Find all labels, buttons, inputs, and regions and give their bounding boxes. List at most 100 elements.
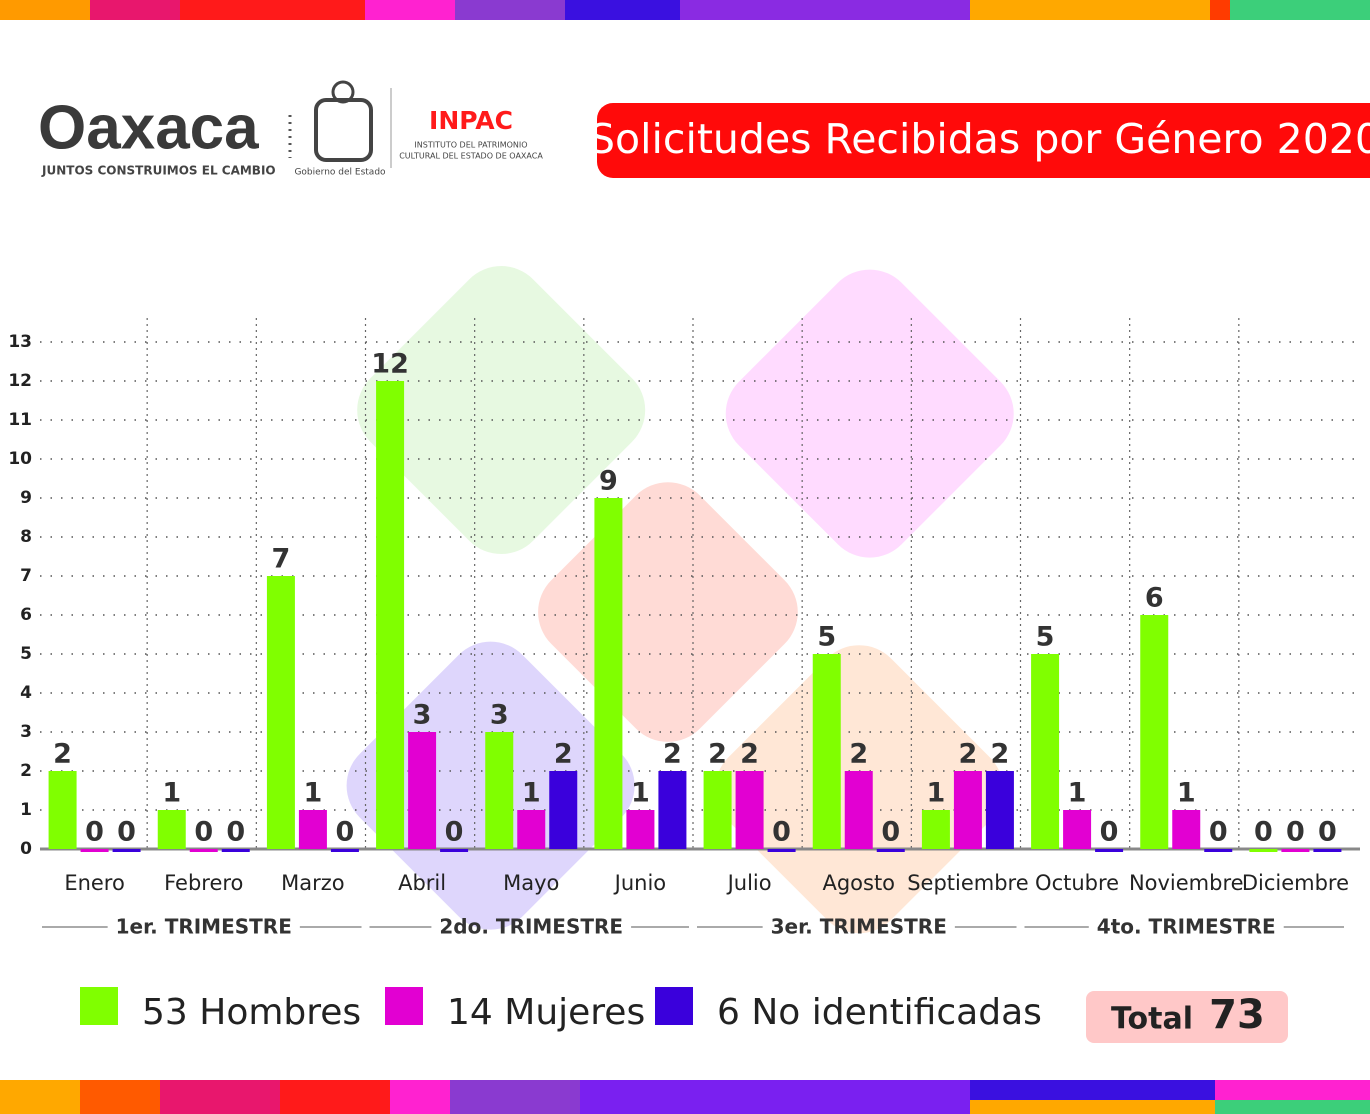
data-label: 2 [849, 739, 868, 770]
data-label: 1 [522, 778, 541, 809]
bar [1031, 654, 1060, 849]
y-tick-label: 6 [20, 605, 32, 625]
data-label: 0 [194, 817, 213, 848]
data-label: 2 [959, 739, 978, 770]
data-label: 0 [85, 817, 104, 848]
data-label: 7 [272, 544, 291, 575]
bar [1172, 810, 1201, 849]
data-label: 0 [1100, 817, 1119, 848]
bar [266, 576, 295, 849]
y-tick-label: 2 [20, 761, 32, 781]
bar [408, 732, 437, 849]
bar [112, 849, 141, 852]
bar [1204, 849, 1233, 852]
data-label: 0 [226, 817, 245, 848]
total-label: Total [1111, 1002, 1193, 1037]
data-label: 1 [1068, 778, 1087, 809]
bar [767, 849, 796, 852]
x-tick-label: Febrero [164, 871, 243, 895]
slogan: JUNTOS CONSTRUIMOS EL CAMBIO [41, 164, 276, 178]
x-tick-label: Marzo [281, 871, 345, 895]
bottom-stripe [0, 1080, 1370, 1114]
y-tick-label: 8 [20, 527, 32, 547]
data-label: 0 [445, 817, 464, 848]
data-label: 0 [772, 817, 791, 848]
data-label: 6 [1145, 583, 1164, 614]
institute-line: INSTITUTO DEL PATRIMONIO [414, 141, 527, 150]
y-tick-label: 7 [20, 566, 32, 586]
data-label: 1 [631, 778, 650, 809]
title-box [597, 103, 1370, 178]
legend-label: 53 Hombres [142, 992, 361, 1033]
group-label: 3er. TRIMESTRE [771, 915, 947, 939]
legend-label: 14 Mujeres [447, 992, 645, 1033]
data-label: 2 [740, 739, 759, 770]
bar [658, 771, 687, 849]
data-label: 0 [1318, 817, 1337, 848]
y-tick-label: 10 [8, 449, 32, 469]
data-label: 1 [304, 778, 323, 809]
data-label: 1 [927, 778, 946, 809]
x-tick-label: Septiembre [907, 871, 1028, 895]
bar [549, 771, 578, 849]
x-tick-label: Junio [613, 871, 667, 895]
x-tick-label: Enero [64, 871, 125, 895]
bar [189, 849, 218, 852]
bar [703, 771, 732, 849]
data-label: 1 [1177, 778, 1196, 809]
bar [953, 771, 982, 849]
x-tick-label: Julio [726, 871, 772, 895]
x-tick-label: Abril [398, 871, 446, 895]
data-label: 3 [413, 700, 432, 731]
bar [626, 810, 655, 849]
y-tick-label: 5 [20, 644, 32, 664]
data-label: 5 [1036, 622, 1055, 653]
bar [80, 849, 109, 852]
institute-line: CULTURAL DEL ESTADO DE OAXACA [399, 152, 543, 161]
data-label: 0 [1286, 817, 1305, 848]
y-tick-label: 11 [8, 410, 32, 430]
data-label: 2 [991, 739, 1010, 770]
bar [985, 771, 1014, 849]
bar [298, 810, 327, 849]
data-label: 1 [162, 778, 181, 809]
x-tick-label: Mayo [503, 871, 559, 895]
bar [921, 810, 950, 849]
institute: INPAC [429, 106, 513, 135]
total-box [1086, 991, 1288, 1043]
group-label: 1er. TRIMESTRE [116, 915, 292, 939]
bar [517, 810, 546, 849]
bar [735, 771, 764, 849]
y-tick-label: 13 [8, 332, 32, 352]
bar [876, 849, 905, 852]
data-label: 2 [663, 739, 682, 770]
data-label: 0 [336, 817, 355, 848]
group-label: 2do. TRIMESTRE [439, 915, 623, 939]
data-label: 2 [53, 739, 72, 770]
bar [844, 771, 873, 849]
data-label: 3 [490, 700, 509, 731]
bar [440, 849, 469, 852]
government: Gobierno del Estado [294, 168, 386, 178]
data-label: 12 [371, 349, 409, 380]
bar [1095, 849, 1124, 852]
bar [48, 771, 77, 849]
brand: Oaxaca [38, 93, 259, 162]
bar [485, 732, 514, 849]
bar [221, 849, 250, 852]
x-tick-label: Noviembre [1129, 871, 1244, 895]
logo: Oaxaca JUNTOS CONSTRUIMOS EL CAMBIO Gobi… [38, 80, 543, 178]
bar [1063, 810, 1092, 849]
data-label: 2 [554, 739, 573, 770]
bar [376, 381, 405, 849]
top-stripe [0, 0, 1370, 20]
data-label: 0 [1209, 817, 1228, 848]
bar [1249, 849, 1278, 852]
chart-title: Solicitudes Recibidas por Género 2020 [589, 115, 1370, 163]
data-label: 5 [817, 622, 836, 653]
bar [812, 654, 841, 849]
legend-swatch [80, 987, 118, 1025]
bar [1313, 849, 1342, 852]
group-label: 4to. TRIMESTRE [1097, 915, 1276, 939]
